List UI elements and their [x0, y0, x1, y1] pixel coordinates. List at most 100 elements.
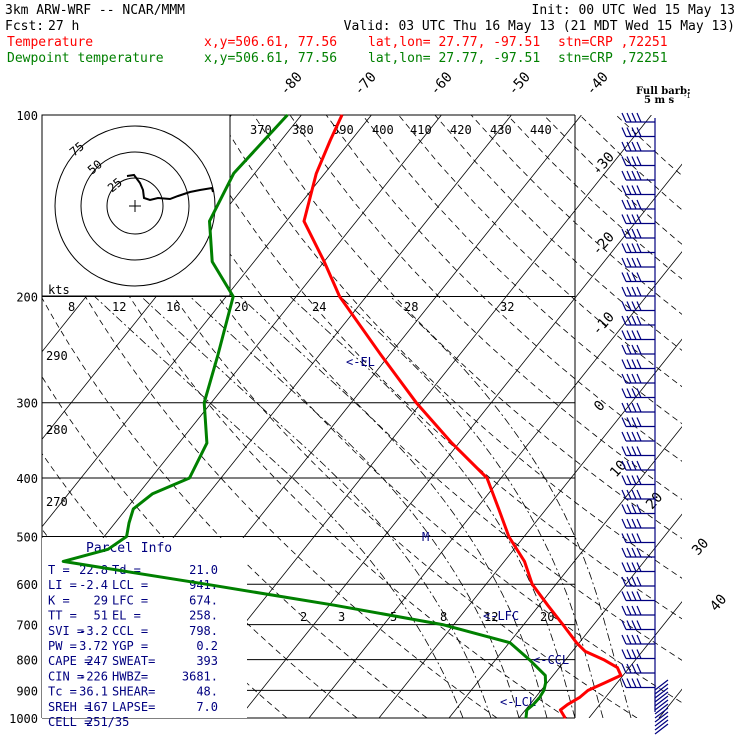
wind-barb-flag — [621, 547, 627, 558]
wind-barb-flag — [626, 591, 632, 601]
wind-barb-flag — [631, 359, 637, 369]
el-marker: <-EL — [346, 355, 375, 369]
wind-barb-flag — [636, 663, 642, 674]
isotherm-line — [658, 688, 682, 718]
theta-label: 380 — [292, 123, 314, 137]
wind-barb — [621, 576, 655, 587]
parcel-info-cell: -3.2 — [79, 624, 108, 638]
wind-barb-flag — [626, 228, 632, 239]
wind-barb-flag — [621, 475, 627, 485]
wind-barb-flag — [631, 475, 637, 485]
wind-barb-flag — [631, 388, 637, 398]
wind-barb-flag — [631, 605, 637, 616]
dewpoint-profile-point — [151, 493, 153, 495]
wind-barb-flag — [636, 649, 642, 659]
temperature-profile-point — [620, 674, 622, 677]
wind-barb-flag — [631, 460, 637, 471]
wind-barb-flag — [631, 649, 637, 659]
wind-barb-low — [654, 683, 669, 695]
isotherm-label: 30 — [689, 535, 712, 558]
wind-barb-flag — [636, 315, 642, 326]
wind-barb-flag — [636, 301, 642, 311]
theta-label: 430 — [490, 123, 512, 137]
wind-barb-flag — [621, 562, 627, 572]
wind-barb-flag — [636, 460, 642, 471]
wind-barb — [621, 286, 655, 297]
isotherm-line — [238, 163, 682, 718]
temperature-profile-point — [415, 402, 417, 404]
wind-barb-flag — [621, 678, 627, 688]
wind-barb-flag — [636, 141, 642, 152]
wind-barb-flag — [631, 417, 637, 427]
dewpoint-profile-point — [211, 261, 213, 263]
wind-barb-flag — [631, 141, 637, 152]
dewpoint-profile-point — [543, 689, 545, 692]
wind-barb-flag — [621, 243, 627, 253]
wind-barb-flag — [636, 228, 642, 239]
wind-barb — [621, 605, 655, 616]
wind-barb-flag — [631, 214, 637, 224]
wind-barb-low — [654, 719, 669, 731]
wind-barb-flag — [621, 431, 627, 442]
dewpoint-profile-point — [233, 172, 235, 174]
temperature-profile-point — [486, 477, 488, 479]
wind-barb-low — [654, 707, 669, 719]
dewpoint-profile-point — [206, 442, 208, 444]
dewpoint-profile-point — [509, 642, 511, 644]
wind-barb-low — [654, 711, 669, 723]
temperature-profile-point — [603, 682, 606, 684]
mixing-ratio-label: 8 — [440, 610, 447, 624]
wind-barb — [621, 504, 655, 515]
dewpoint-label: Dewpoint temperature — [7, 51, 164, 66]
wind-barb-flag — [621, 402, 627, 413]
temperature-station: stn=CRP ,72251 — [558, 35, 668, 50]
wind-barb-flag — [631, 446, 637, 456]
wind-barb — [621, 663, 655, 674]
mixing-ratio-label: 2 — [300, 610, 307, 624]
isotherm-label: 10 — [607, 457, 630, 480]
parcel-info-cell: SHEAR= — [112, 685, 155, 699]
barb-legend-unit: 5 m s — [644, 95, 675, 106]
wind-barb-flag — [636, 156, 642, 166]
theta-label: 420 — [450, 123, 472, 137]
dewpoint-profile-point — [545, 682, 547, 684]
dewpoint-latlon: lat,lon= 27.77, -97.51 — [368, 51, 540, 66]
wind-barb-flag — [626, 417, 632, 427]
wind-barb — [621, 518, 655, 529]
wind-barb-flag — [636, 562, 642, 572]
dry-adiabat-line — [470, 115, 682, 315]
valid-time: Valid: 03 UTC Thu 16 May 13 (21 MDT Wed … — [344, 19, 735, 34]
wind-barb — [621, 388, 655, 399]
dewpoint-profile-point — [107, 548, 109, 550]
wind-barb-flag — [636, 402, 642, 413]
dewpoint-profile-point — [544, 674, 546, 677]
wind-barb-flag — [631, 591, 637, 601]
wind-barb-flag — [621, 489, 627, 500]
wind-barb-flag — [636, 634, 642, 645]
wind-barb-flag — [621, 518, 627, 529]
dry-adiabat-line — [253, 115, 682, 540]
wind-barb-flag — [621, 533, 627, 543]
wind-barb-flag — [626, 214, 632, 224]
pressure-tick-label: 600 — [16, 578, 38, 592]
wind-barb — [621, 402, 655, 413]
moist-adiabat-line — [289, 296, 576, 718]
temperature-profile-point — [380, 354, 382, 356]
wind-barb-flag — [636, 243, 642, 253]
wind-barb — [621, 141, 655, 152]
wind-barb — [621, 489, 655, 500]
wind-barb-flag — [626, 504, 632, 514]
dewpoint-profile-point — [208, 220, 211, 222]
wind-barb-flag — [621, 605, 627, 616]
wind-barb-flag — [626, 562, 632, 572]
parcel-info-cell: CAPE = — [48, 654, 91, 668]
wind-barb — [621, 460, 655, 471]
wind-barb-flag — [636, 504, 642, 514]
wind-barb-flag — [621, 591, 627, 601]
wind-barb-flag — [626, 127, 632, 137]
parcel-info-cell: PW = — [48, 639, 77, 653]
theta-side-label: 280 — [46, 423, 68, 437]
dewpoint-profile-point — [528, 659, 530, 661]
wind-barb-flag — [621, 301, 627, 311]
wind-barb — [621, 431, 655, 442]
